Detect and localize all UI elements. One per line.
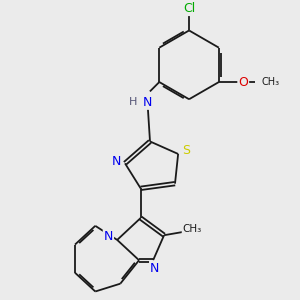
Text: N: N [143,96,152,109]
Text: H: H [129,98,137,107]
Text: O: O [238,76,248,88]
Text: CH₃: CH₃ [183,224,202,234]
Text: Cl: Cl [183,2,195,15]
Text: CH₃: CH₃ [262,77,280,87]
Text: S: S [182,144,190,157]
Text: N: N [112,155,121,168]
Text: N: N [150,262,159,275]
Text: N: N [104,230,113,243]
